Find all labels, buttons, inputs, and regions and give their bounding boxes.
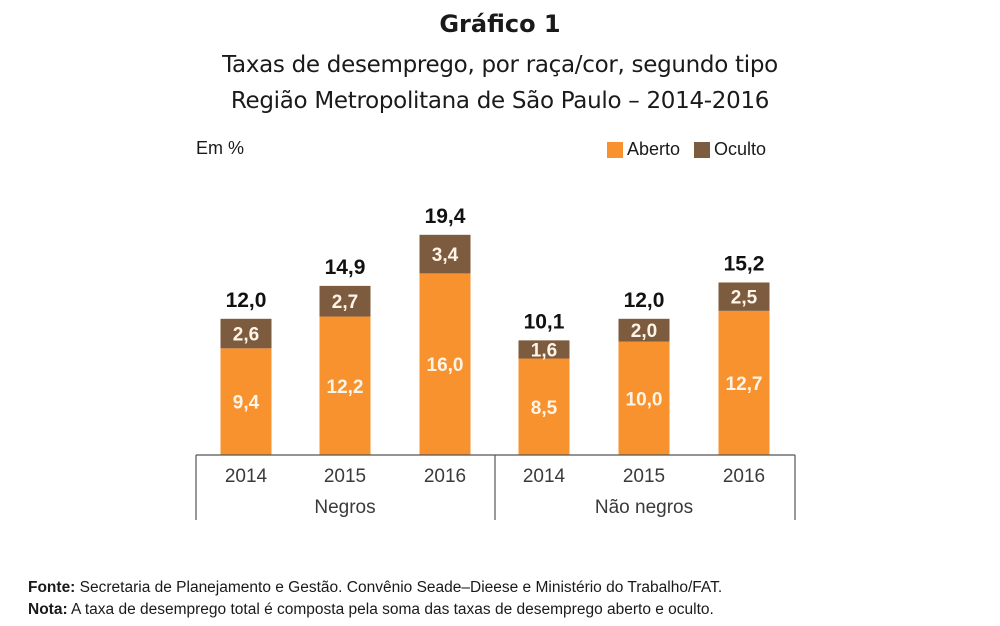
total-label: 15,2 xyxy=(724,252,765,275)
bar-oculto xyxy=(419,234,471,274)
data-label-aberto: 9,4 xyxy=(233,393,260,414)
data-label-oculto: 2,0 xyxy=(631,321,657,342)
bar-aberto xyxy=(319,316,371,455)
x-tick-label: 2015 xyxy=(623,466,665,487)
legend-swatch-aberto xyxy=(607,141,623,158)
y-unit-label: Em % xyxy=(196,138,245,158)
bar-aberto xyxy=(419,273,471,455)
source-text: Secretaria de Planejamento e Gestão. Con… xyxy=(75,579,723,596)
bar-oculto xyxy=(518,340,570,359)
bar-aberto xyxy=(718,310,770,455)
total-label: 19,4 xyxy=(425,205,466,228)
data-label-oculto: 2,6 xyxy=(233,325,259,346)
data-label-aberto: 16,0 xyxy=(427,355,464,376)
data-label-oculto: 2,7 xyxy=(332,292,358,313)
bar-aberto xyxy=(618,341,670,455)
note-label: Nota: xyxy=(28,601,68,618)
chart-title: Gráfico 1 xyxy=(439,10,561,38)
data-label-aberto: 8,5 xyxy=(531,398,558,419)
x-tick-label: 2014 xyxy=(225,466,268,487)
note-text: A taxa de desemprego total é composta pe… xyxy=(67,601,714,618)
legend-item-oculto: Oculto xyxy=(694,139,766,160)
legend-label-oculto: Oculto xyxy=(714,139,767,159)
legend-item-aberto: Aberto xyxy=(607,139,680,160)
total-label: 12,0 xyxy=(624,289,665,312)
data-label-oculto: 2,5 xyxy=(731,288,758,309)
data-label-oculto: 1,6 xyxy=(531,340,557,361)
bar-oculto xyxy=(618,318,670,342)
source-label: Fonte: xyxy=(28,579,76,596)
legend: Aberto Oculto xyxy=(607,139,780,160)
bar-oculto xyxy=(718,282,770,311)
group-label: Não negros xyxy=(595,497,693,518)
chart-subtitle-line-2: Região Metropolitana de São Paulo – 2014… xyxy=(230,88,770,114)
data-label-aberto: 12,2 xyxy=(327,377,364,398)
source-note: Fonte: Secretaria de Planejamento e Gest… xyxy=(28,579,722,597)
x-tick-label: 2015 xyxy=(324,466,366,487)
data-label-aberto: 10,0 xyxy=(626,389,663,410)
footnote: Nota: A taxa de desemprego total é compo… xyxy=(28,601,714,619)
data-label-oculto: 3,4 xyxy=(432,245,459,266)
bar-oculto xyxy=(220,318,272,349)
group-label: Negros xyxy=(314,497,375,518)
x-tick-label: 2016 xyxy=(424,466,466,487)
legend-label-aberto: Aberto xyxy=(627,139,681,159)
total-label: 12,0 xyxy=(226,289,267,312)
total-label: 10,1 xyxy=(524,310,565,333)
x-tick-label: 2016 xyxy=(723,466,765,487)
total-label: 14,9 xyxy=(325,256,366,279)
bar-aberto xyxy=(220,348,272,455)
x-tick-label: 2014 xyxy=(523,466,566,487)
data-label-aberto: 12,7 xyxy=(726,374,763,395)
bar-oculto xyxy=(319,285,371,317)
bar-aberto xyxy=(518,358,570,455)
chart-subtitle-line-1: Taxas de desemprego, por raça/cor, segun… xyxy=(222,52,778,78)
legend-swatch-oculto xyxy=(694,141,711,158)
